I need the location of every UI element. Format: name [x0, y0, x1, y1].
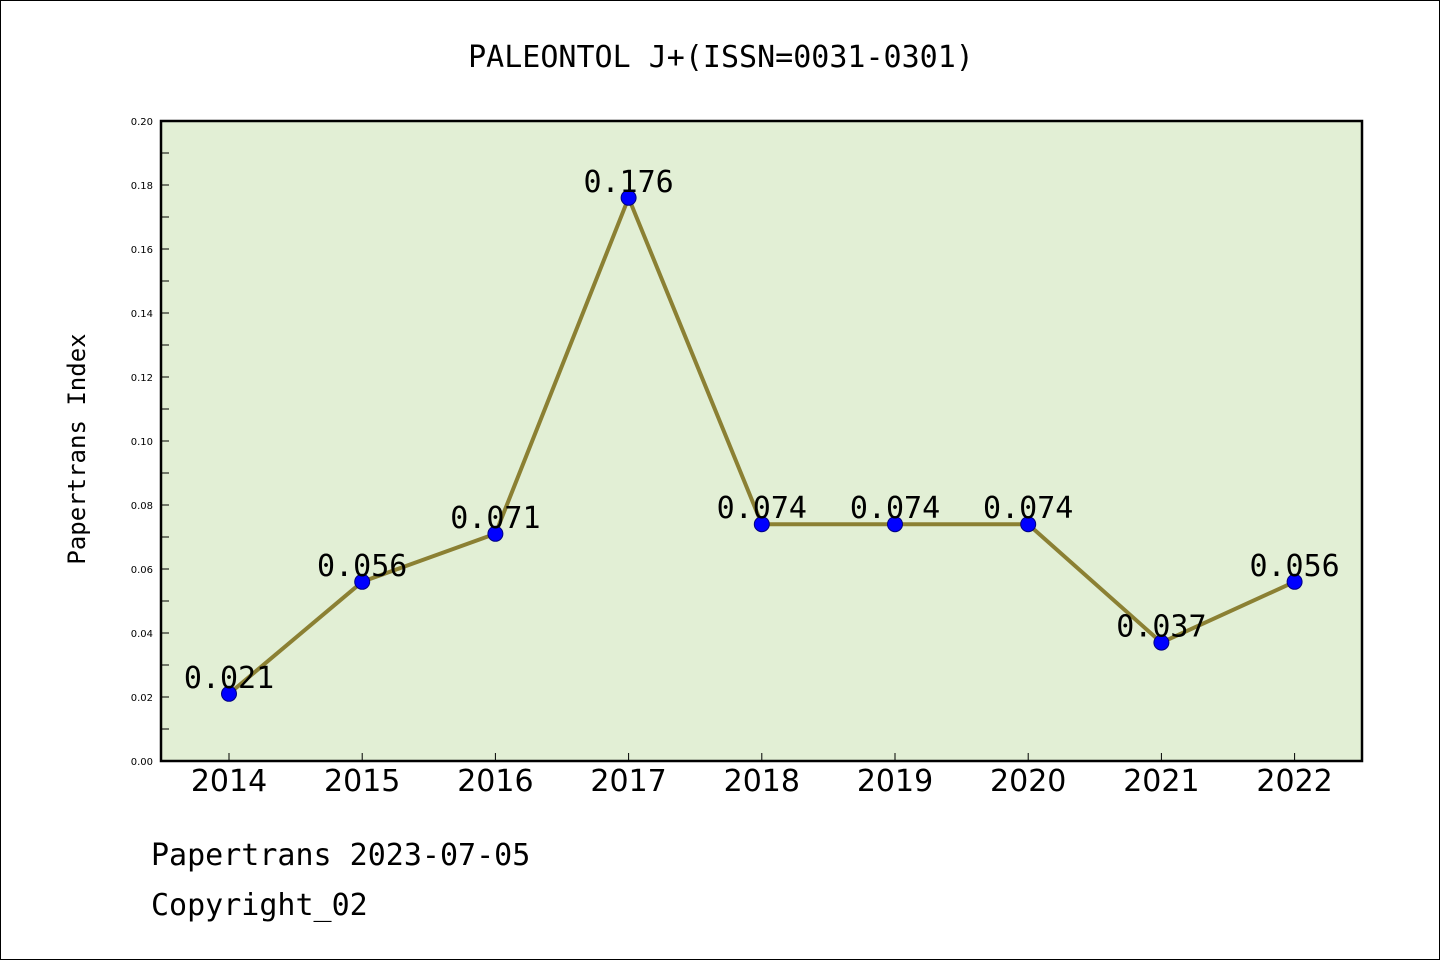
data-label: 0.074 — [717, 491, 807, 526]
y-tick-label: 0.18 — [131, 181, 153, 192]
y-axis-label: Papertrans Index — [63, 333, 91, 564]
x-tick-label: 2020 — [990, 764, 1066, 799]
y-tick-label: 0.16 — [131, 245, 153, 256]
y-tick-label: 0.02 — [131, 693, 153, 704]
y-tick-label: 0.00 — [131, 757, 153, 768]
data-point — [221, 685, 237, 702]
y-tick-label: 0.08 — [131, 501, 153, 512]
y-tick-label: 0.12 — [131, 373, 153, 384]
data-label: 0.071 — [450, 501, 540, 536]
x-axis: 2014 2015 2016 2017 2018 2019 2020 2021 2022 — [191, 753, 1333, 799]
y-tick-label: 0.10 — [131, 437, 153, 448]
y-tick-label: 0.14 — [131, 309, 153, 320]
y-tick-label: 0.20 — [131, 117, 153, 128]
data-point — [620, 189, 637, 206]
data-label: 0.056 — [1249, 549, 1339, 584]
data-point — [1020, 516, 1037, 533]
data-point — [1286, 573, 1303, 590]
x-tick-label: 2022 — [1256, 764, 1332, 799]
data-point — [753, 516, 770, 533]
footer-date: Papertrans 2023-07-05 — [151, 838, 530, 873]
data-point — [1153, 634, 1170, 651]
data-point — [354, 573, 371, 590]
y-tick-label: 0.04 — [131, 629, 153, 640]
x-tick-label: 2014 — [191, 764, 267, 799]
data-label: 0.176 — [583, 165, 673, 200]
footer-copyright: Copyright_02 — [151, 888, 368, 923]
data-point — [887, 516, 903, 533]
data-point — [487, 525, 504, 542]
plot-area — [159, 119, 1364, 763]
x-tick-label: 2015 — [324, 764, 400, 799]
data-label: 0.037 — [1116, 610, 1206, 645]
series-index — [221, 189, 1303, 702]
x-tick-label: 2017 — [590, 764, 666, 799]
x-tick-label: 2018 — [724, 764, 800, 799]
x-tick-label: 2019 — [857, 764, 933, 799]
x-tick-label: 2021 — [1123, 764, 1199, 799]
data-label: 0.074 — [983, 491, 1073, 526]
y-axis: 0.00 0.02 0.04 0.06 0.08 0.10 0.12 0.14 0.16 0.18… — [131, 117, 169, 768]
data-label: 0.056 — [317, 549, 407, 584]
data-labels: 0.021 0.056 0.071 0.176 0.074 0.074 0.074 0.037… — [184, 165, 1340, 696]
chart-title: PALEONTOL J+(ISSN=0031-0301) — [468, 40, 974, 75]
data-label: 0.021 — [184, 661, 274, 696]
y-tick-label: 0.06 — [131, 565, 153, 576]
x-tick-label: 2016 — [457, 764, 533, 799]
data-label: 0.074 — [850, 491, 940, 526]
